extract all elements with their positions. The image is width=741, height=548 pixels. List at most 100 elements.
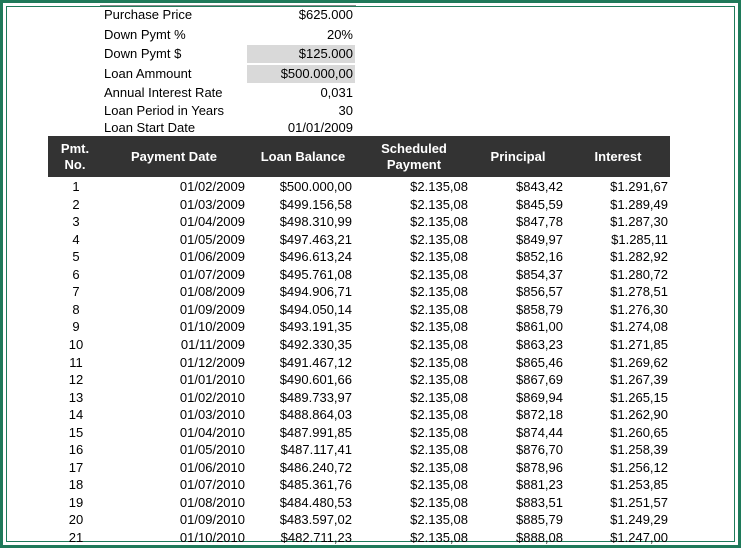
scheduled-payment-cell[interactable]: $2.135,08 [410,459,468,475]
loan-balance-cell[interactable]: $492.330,35 [279,336,352,352]
payment-date-cell[interactable]: 01/09/2009 [179,301,245,317]
pmt-no-cell[interactable]: 11 [69,354,83,370]
loan-balance-cell[interactable]: $494.050,14 [279,301,352,317]
interest-cell[interactable]: $1.260,65 [610,424,668,440]
principal-cell[interactable]: $865,46 [516,354,563,370]
payment-date-cell[interactable]: 01/07/2009 [179,266,245,282]
pmt-no-cell[interactable]: 19 [68,494,84,510]
loan-balance-cell[interactable]: $496.613,24 [279,249,352,265]
loan-balance-cell[interactable]: $484.480,53 [279,494,352,510]
payment-date-cell[interactable]: 01/04/2009 [179,214,245,230]
summary-value[interactable]: 30 [338,103,353,118]
payment-date-cell[interactable]: 01/10/2010 [179,530,245,545]
scheduled-payment-cell[interactable]: $2.135,08 [410,494,468,510]
payment-date-cell[interactable]: 01/02/2010 [179,389,245,405]
summary-value[interactable]: $125.000 [247,45,355,63]
principal-cell[interactable]: $888,08 [516,530,563,545]
interest-cell[interactable]: $1.276,30 [610,301,668,317]
pmt-no-cell[interactable]: 7 [72,284,80,300]
interest-cell[interactable]: $1.269,62 [610,354,668,370]
principal-cell[interactable]: $872,18 [516,407,563,423]
principal-cell[interactable]: $856,57 [516,284,563,300]
interest-cell[interactable]: $1.267,39 [610,372,668,388]
interest-cell[interactable]: $1.256,12 [610,459,668,475]
loan-balance-cell[interactable]: $487.991,85 [279,424,352,440]
interest-cell[interactable]: $1.287,30 [610,214,668,230]
pmt-no-cell[interactable]: 14 [68,407,84,423]
scheduled-payment-cell[interactable]: $2.135,08 [410,179,468,194]
principal-cell[interactable]: $883,51 [516,494,563,510]
payment-date-cell[interactable]: 01/12/2009 [179,354,245,370]
pmt-no-cell[interactable]: 9 [72,319,80,335]
pmt-no-cell[interactable]: 8 [72,301,80,317]
loan-balance-cell[interactable]: $483.597,02 [279,512,352,528]
loan-balance-cell[interactable]: $499.156,58 [279,196,352,212]
payment-date-cell[interactable]: 01/02/2009 [179,179,245,194]
interest-cell[interactable]: $1.274,08 [610,319,668,335]
payment-date-cell[interactable]: 01/11/2009 [180,336,245,352]
payment-date-cell[interactable]: 01/06/2009 [179,249,245,265]
scheduled-payment-cell[interactable]: $2.135,08 [410,442,468,458]
interest-cell[interactable]: $1.289,49 [610,196,668,212]
payment-date-cell[interactable]: 01/01/2010 [179,372,245,388]
scheduled-payment-cell[interactable]: $2.135,08 [410,214,468,230]
pmt-no-cell[interactable]: 20 [68,512,84,528]
payment-date-cell[interactable]: 01/06/2010 [179,459,245,475]
scheduled-payment-cell[interactable]: $2.135,08 [410,249,468,265]
principal-cell[interactable]: $878,96 [516,459,563,475]
interest-cell[interactable]: $1.247,00 [610,530,668,545]
scheduled-payment-cell[interactable]: $2.135,08 [410,284,468,300]
loan-balance-cell[interactable]: $493.191,35 [279,319,352,335]
principal-cell[interactable]: $874,44 [516,424,563,440]
scheduled-payment-cell[interactable]: $2.135,08 [410,336,468,352]
pmt-no-cell[interactable]: 17 [68,459,84,475]
payment-date-cell[interactable]: 01/08/2010 [179,494,245,510]
pmt-no-cell[interactable]: 4 [72,231,80,247]
interest-cell[interactable]: $1.278,51 [610,284,668,300]
scheduled-payment-cell[interactable]: $2.135,08 [410,372,468,388]
principal-cell[interactable]: $847,78 [516,214,563,230]
pmt-no-cell[interactable]: 21 [68,530,84,545]
loan-balance-cell[interactable]: $485.361,76 [279,477,352,493]
loan-balance-cell[interactable]: $495.761,08 [279,266,352,282]
scheduled-payment-cell[interactable]: $2.135,08 [410,530,468,545]
payment-date-cell[interactable]: 01/03/2010 [179,407,245,423]
summary-value[interactable]: 01/01/2009 [287,120,353,135]
interest-cell[interactable]: $1.285,11 [611,231,668,247]
loan-balance-cell[interactable]: $489.733,97 [279,389,352,405]
scheduled-payment-cell[interactable]: $2.135,08 [410,407,468,423]
scheduled-payment-cell[interactable]: $2.135,08 [410,266,468,282]
pmt-no-cell[interactable]: 18 [68,477,84,493]
pmt-no-cell[interactable]: 10 [68,336,84,352]
pmt-no-cell[interactable]: 2 [72,196,80,212]
principal-cell[interactable]: $876,70 [516,442,563,458]
principal-cell[interactable]: $845,59 [516,196,563,212]
pmt-no-cell[interactable]: 16 [68,442,84,458]
payment-date-cell[interactable]: 01/05/2010 [179,442,245,458]
payment-date-cell[interactable]: 01/07/2010 [179,477,245,493]
summary-value[interactable]: $500.000,00 [247,65,355,83]
interest-cell[interactable]: $1.251,57 [610,494,668,510]
pmt-no-cell[interactable]: 6 [72,266,80,282]
loan-balance-cell[interactable]: $487.117,41 [280,442,352,458]
interest-cell[interactable]: $1.282,92 [610,249,668,265]
principal-cell[interactable]: $881,23 [516,477,563,493]
payment-date-cell[interactable]: 01/03/2009 [179,196,245,212]
principal-cell[interactable]: $858,79 [516,301,563,317]
loan-balance-cell[interactable]: $498.310,99 [279,214,352,230]
pmt-no-cell[interactable]: 12 [68,372,84,388]
principal-cell[interactable]: $867,69 [516,372,563,388]
scheduled-payment-cell[interactable]: $2.135,08 [410,319,468,335]
payment-date-cell[interactable]: 01/04/2010 [179,424,245,440]
interest-cell[interactable]: $1.253,85 [610,477,668,493]
principal-cell[interactable]: $854,37 [516,266,563,282]
principal-cell[interactable]: $843,42 [516,179,563,194]
summary-value[interactable]: 20% [326,27,353,42]
pmt-no-cell[interactable]: 1 [72,179,80,194]
scheduled-payment-cell[interactable]: $2.135,08 [410,354,468,370]
principal-cell[interactable]: $869,94 [516,389,563,405]
interest-cell[interactable]: $1.262,90 [610,407,668,423]
scheduled-payment-cell[interactable]: $2.135,08 [410,301,468,317]
loan-balance-cell[interactable]: $491.467,12 [279,354,352,370]
summary-value[interactable]: 0,031 [320,85,353,100]
